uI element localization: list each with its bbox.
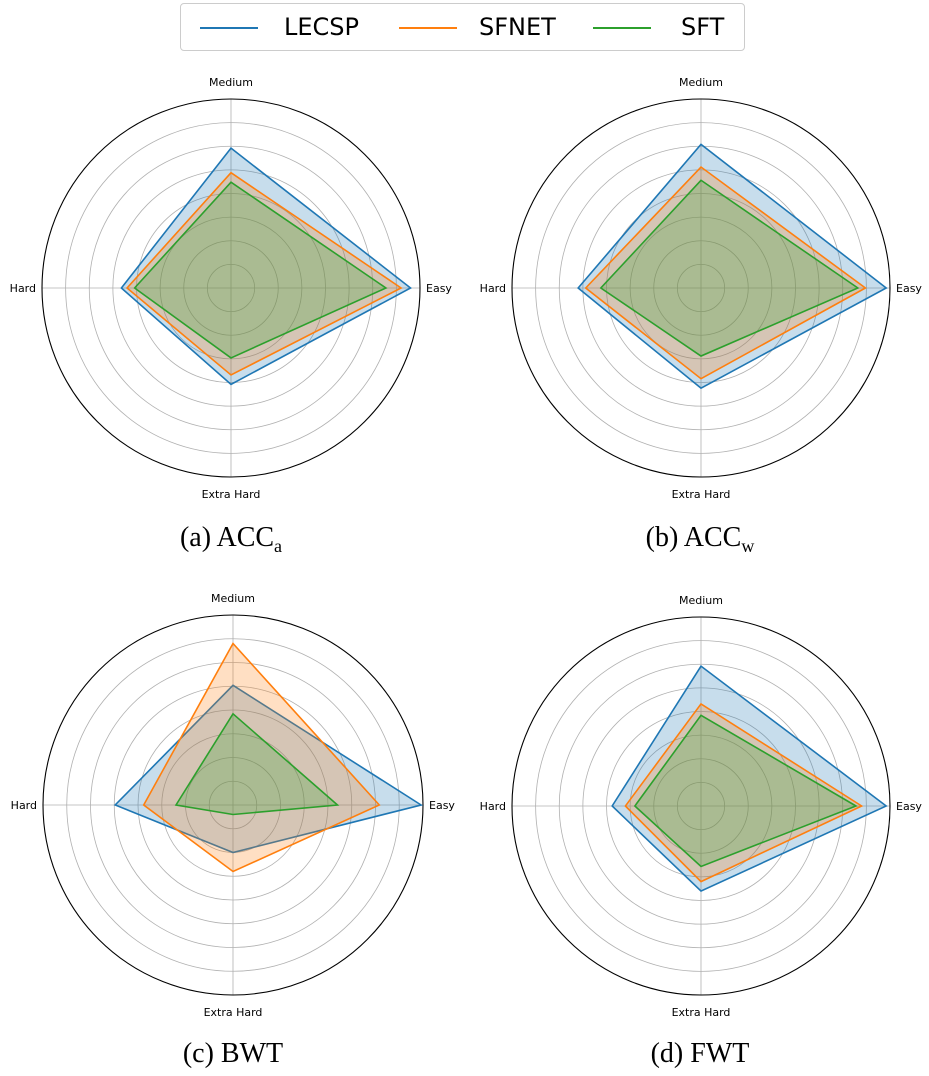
legend-line-lecsp [200,27,258,29]
axis-label-medium: Medium [209,76,253,89]
caption-text: (a) ACC [179,522,275,553]
legend: LECSP SFNET SFT [180,3,745,51]
series-sfnet [624,702,864,883]
axis-label-easy: Easy [429,799,455,812]
axis-label-extra-hard: Extra Hard [202,488,261,501]
outer-ring [41,98,421,478]
series-sfnet [125,171,403,376]
caption-text: (b) ACC [645,522,742,553]
legend-line-sft [593,27,651,29]
series-sft [174,712,340,816]
series-sfnet [142,642,381,873]
outer-ring [42,614,424,996]
caption-acc-w: (b) ACCw [580,522,820,557]
caption-bwt: (c) BWT [113,1038,353,1070]
axis-label-hard: Hard [480,282,506,295]
caption-fwt: (d) FWT [580,1038,820,1070]
series-sft [599,179,860,357]
caption-subscript: a [274,536,283,556]
axis-label-medium: Medium [679,76,723,89]
caption-subscript: w [741,536,755,556]
axis-label-medium: Medium [211,592,255,605]
axis-label-extra-hard: Extra Hard [672,1006,731,1019]
caption-text: (d) FWT [650,1038,750,1069]
caption-acc-a: (a) ACCa [111,522,351,557]
legend-line-sfnet [399,27,457,29]
series-lecsp [577,143,888,390]
series-sft [133,181,388,359]
axis-label-medium: Medium [679,594,723,607]
axis-label-hard: Hard [480,800,506,813]
caption-text: (c) BWT [182,1038,284,1069]
axis-label-easy: Easy [426,282,452,295]
axis-label-extra-hard: Extra Hard [204,1006,263,1019]
series-lecsp [120,147,413,386]
outer-ring [511,616,891,996]
axis-label-easy: Easy [896,800,922,813]
axis-label-easy: Easy [896,282,922,295]
axis-label-hard: Hard [10,282,36,295]
axis-label-hard: Hard [11,799,37,812]
series-sft [633,714,858,868]
outer-ring [511,98,891,478]
legend-label: SFNET [479,13,556,41]
legend-label: SFT [681,13,725,41]
series-lecsp [113,684,424,854]
series-lecsp [611,664,888,893]
legend-label: LECSP [284,13,359,41]
axis-label-extra-hard: Extra Hard [672,488,731,501]
